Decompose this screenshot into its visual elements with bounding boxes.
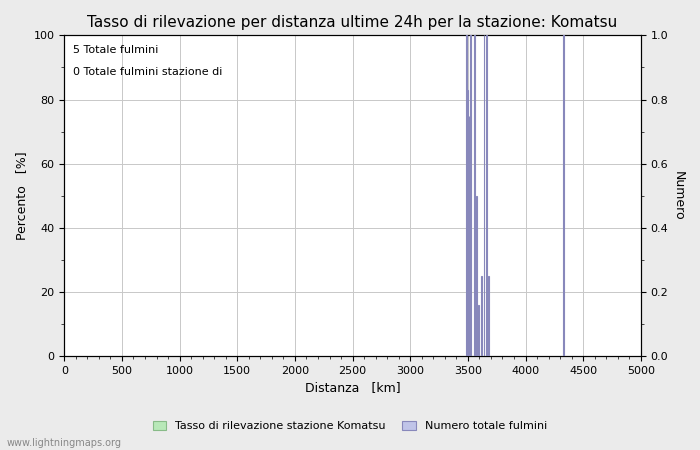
Title: Tasso di rilevazione per distanza ultime 24h per la stazione: Komatsu: Tasso di rilevazione per distanza ultime… — [88, 15, 617, 30]
X-axis label: Distanza   [km]: Distanza [km] — [304, 382, 400, 395]
Text: 0 Totale fulmini stazione di: 0 Totale fulmini stazione di — [73, 68, 223, 77]
Y-axis label: Numero: Numero — [672, 171, 685, 220]
Y-axis label: Percento   [%]: Percento [%] — [15, 152, 28, 240]
Text: 5 Totale fulmini: 5 Totale fulmini — [73, 45, 158, 55]
Legend: Tasso di rilevazione stazione Komatsu, Numero totale fulmini: Tasso di rilevazione stazione Komatsu, N… — [148, 416, 552, 436]
Text: www.lightningmaps.org: www.lightningmaps.org — [7, 438, 122, 448]
